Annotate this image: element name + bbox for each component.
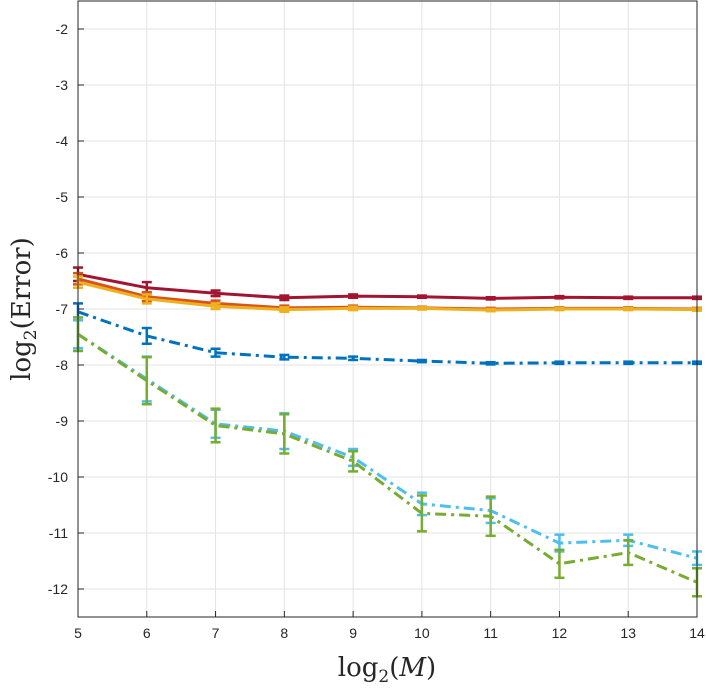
y-tick-label: -4: [56, 133, 69, 149]
series-green-line: [77, 332, 698, 584]
x-tick-label: 5: [74, 625, 82, 641]
x-tick-label: 8: [280, 625, 288, 641]
x-tick-label: 9: [349, 625, 357, 641]
y-tick-label: -6: [56, 245, 69, 261]
x-axis-title: log2(M): [338, 653, 436, 687]
x-tick-label: 13: [620, 625, 636, 641]
x-tick-label: 10: [414, 625, 430, 641]
y-tick-label: -12: [48, 581, 68, 597]
x-tick-label: 11: [483, 625, 498, 641]
series-blue-line: [77, 310, 697, 365]
y-tick-label: -8: [56, 357, 69, 373]
series-dark-red-line: [77, 272, 697, 300]
series-yellow-line: [77, 280, 698, 312]
y-axis-title-sub: 2: [21, 329, 41, 340]
y-tick-label: -11: [49, 525, 68, 541]
x-tick-label: 12: [552, 625, 568, 641]
tick-labels: 5 6 7 8 9 10 11 12 13 14 -2 -3 -4 -5 -6 -7 -8 -9 -10 -11 -12: [48, 21, 705, 641]
y-axis-title-arg: (Error): [7, 237, 37, 329]
x-tick-label: 7: [212, 625, 220, 641]
x-axis-title-log: log: [338, 653, 379, 683]
x-tick-label: 14: [689, 625, 705, 641]
y-tick-label: -7: [56, 301, 69, 317]
x-axis-title-arg: (M): [389, 653, 436, 683]
x-tick-label: 6: [143, 625, 151, 641]
y-tick-label: -5: [56, 189, 69, 205]
x-axis-title-sub: 2: [378, 667, 389, 687]
y-tick-label: -10: [48, 469, 68, 485]
y-tick-label: -2: [56, 21, 69, 37]
y-tick-label: -3: [56, 77, 69, 93]
y-tick-label: -9: [56, 413, 69, 429]
series-green: [73, 316, 702, 598]
y-axis-title: log2(Error): [7, 237, 41, 381]
y-axis-title-log: log: [7, 340, 37, 381]
